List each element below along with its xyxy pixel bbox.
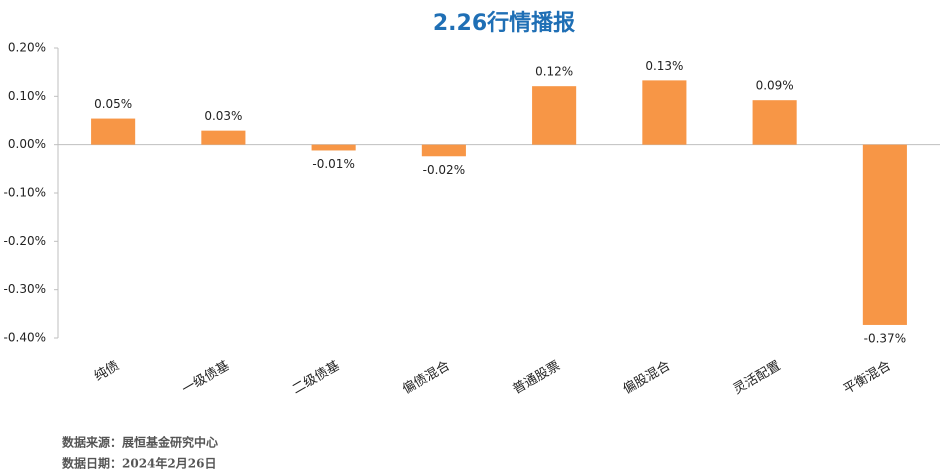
bar	[642, 80, 687, 145]
bar	[862, 144, 907, 325]
x-tick-label: 普通股票	[510, 359, 563, 398]
y-tick-label: -0.30%	[4, 282, 46, 296]
bar	[201, 130, 246, 145]
x-tick-label: 平衡混合	[841, 359, 894, 398]
y-tick-label: -0.20%	[4, 234, 46, 248]
footnote: 数据来源：展恒基金研究中心	[62, 435, 218, 450]
x-tick-label: 偏债混合	[400, 359, 453, 398]
data-label: -0.01%	[312, 157, 354, 171]
y-tick-label: 0.10%	[8, 89, 46, 103]
data-label: 0.12%	[535, 65, 573, 79]
bar	[532, 86, 577, 145]
y-tick-label: -0.10%	[4, 186, 46, 200]
data-label: -0.37%	[864, 331, 906, 345]
data-label: 0.13%	[645, 59, 683, 73]
chart-title: 2.26行情播报	[433, 10, 575, 36]
y-tick-label: 0.00%	[8, 137, 46, 151]
bar	[91, 118, 136, 145]
data-label: 0.05%	[94, 97, 132, 111]
bar	[311, 144, 356, 151]
x-tick-label: 偏股混合	[621, 359, 674, 398]
x-tick-label: 灵活配置	[731, 359, 784, 398]
x-tick-label: 二级债基	[290, 359, 343, 398]
x-tick-label: 纯债	[92, 359, 122, 385]
y-tick-label: -0.40%	[4, 331, 46, 345]
data-label: -0.02%	[423, 163, 465, 177]
data-label: 0.03%	[204, 109, 242, 123]
y-tick-label: 0.20%	[8, 41, 46, 55]
bar	[421, 144, 466, 157]
data-label: 0.09%	[756, 79, 794, 93]
bar	[752, 100, 797, 145]
x-tick-label: 一级债基	[180, 359, 233, 398]
footnote: 数据日期：2024年2月26日	[62, 456, 216, 471]
